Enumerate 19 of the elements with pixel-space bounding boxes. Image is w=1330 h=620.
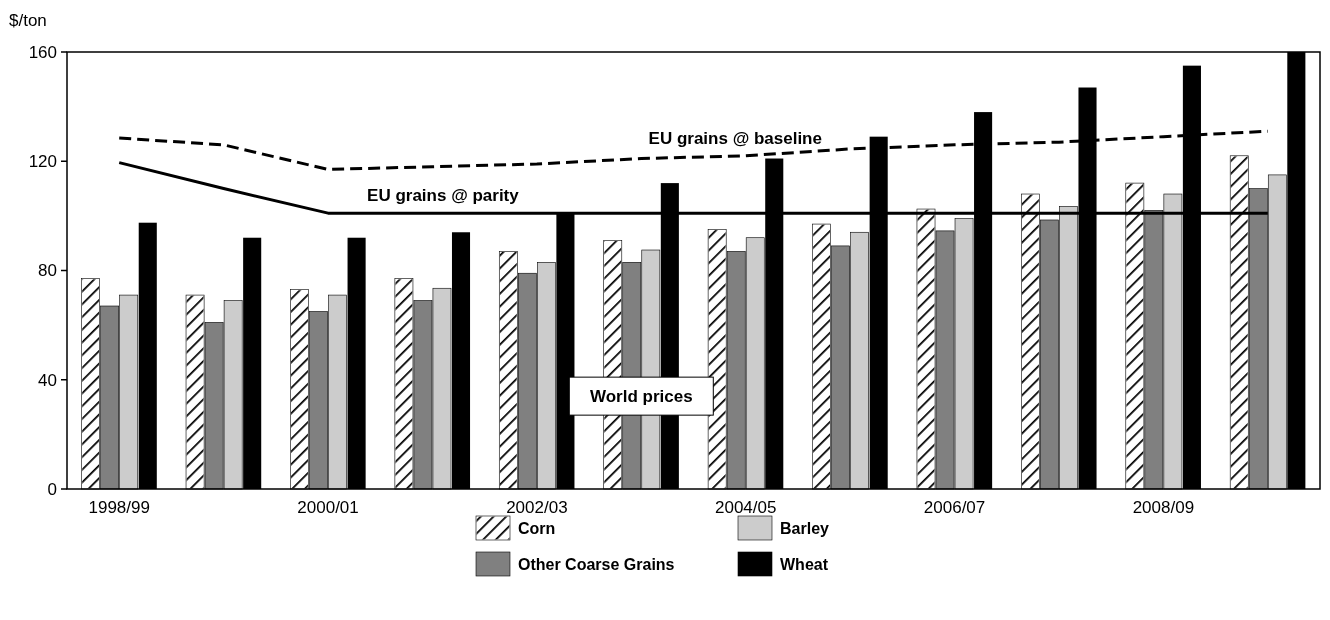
series-label: EU grains @ parity <box>367 186 520 206</box>
y-tick-label: 80 <box>38 261 57 281</box>
legend-label: Other Coarse Grains <box>518 555 675 573</box>
x-tick-label: 1998/99 <box>88 498 150 517</box>
x-tick-label: 2002/03 <box>506 498 568 517</box>
y-tick-label: 0 <box>47 479 57 499</box>
y-tick-label: 160 <box>28 42 57 62</box>
x-tick-label: 2004/05 <box>714 498 777 517</box>
legend-label: Barley <box>780 519 830 537</box>
legend-label: Wheat <box>780 555 829 573</box>
x-tick-label: 2006/07 <box>923 498 986 517</box>
x-tick-label: 2008/09 <box>1132 498 1195 517</box>
y-tick-label: 40 <box>38 370 57 390</box>
annotation: World prices <box>589 387 693 407</box>
legend-label: Corn <box>518 519 556 537</box>
y-tick-label: 120 <box>28 152 57 172</box>
x-tick-label: 2000/01 <box>297 498 359 517</box>
y-axis-title: $/ton <box>9 11 47 30</box>
series-label: EU grains @ baseline <box>648 129 822 149</box>
